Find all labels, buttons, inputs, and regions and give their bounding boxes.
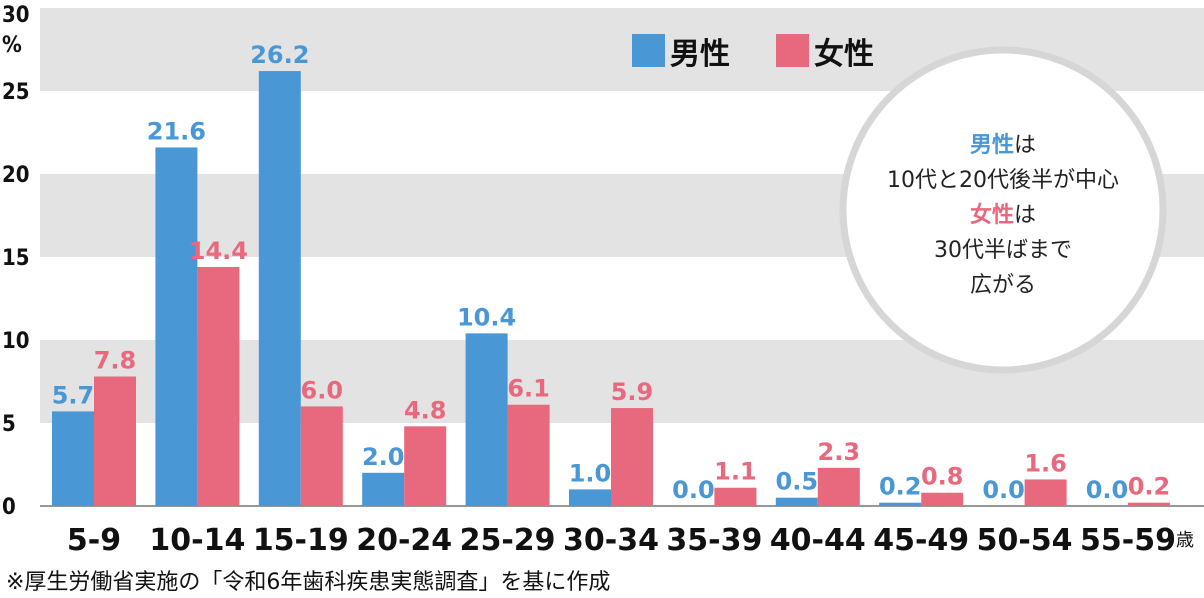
y-tick-label: 15 [2, 246, 30, 271]
y-tick-label: 5 [2, 412, 16, 437]
annotation-female: 女性 [970, 202, 1014, 228]
bar-male [155, 147, 198, 506]
y-unit-label: % [2, 33, 22, 58]
x-tick-label: 50-54 [977, 523, 1073, 558]
annotation-line-2: 10代と20代後半が中心 [887, 168, 1119, 193]
value-label-male: 21.6 [147, 117, 206, 145]
bar-female [197, 266, 240, 506]
bar-female [507, 404, 550, 506]
value-label-male: 0.0 [672, 476, 715, 504]
x-tick-label: 45-49 [873, 523, 969, 558]
annotation-line-5: 広がる [970, 273, 1036, 298]
y-tick-label: 25 [2, 80, 30, 105]
bar-female [404, 426, 447, 506]
bar-male [569, 489, 611, 506]
annotation-line-1-rest: は [1014, 133, 1036, 158]
value-label-female: 0.8 [921, 463, 964, 491]
annotation-line-1: 男性は [970, 133, 1036, 158]
bar-male [775, 497, 818, 506]
bar-female [921, 492, 964, 506]
value-label-female: 6.1 [507, 375, 550, 403]
x-tick-label: 35-39 [666, 523, 762, 558]
value-label-male: 0.0 [982, 476, 1025, 504]
value-label-female: 7.8 [94, 347, 137, 375]
bar-male [258, 71, 301, 506]
y-tick-label: 20 [2, 163, 30, 188]
legend-swatch-male [632, 34, 665, 67]
x-tick-label: 25-29 [460, 523, 556, 558]
x-axis-labels: 5-9 10-14 15-19 20-24 25-29 30-34 35-39 40-44 45… [67, 523, 1176, 558]
x-tick-label: 10-14 [149, 523, 245, 558]
value-label-male: 0.2 [879, 473, 922, 501]
y-tick-label: 0 [2, 495, 16, 520]
x-tick-label: 55-59 [1080, 523, 1176, 558]
value-label-male: 5.7 [52, 381, 95, 409]
value-label-female: 2.3 [818, 438, 861, 466]
annotation-bubble: 男性は 10代と20代後半が中心 女性は 30代半ばまで 広がる [839, 46, 1167, 374]
bar-female [714, 487, 757, 506]
bar-male [52, 411, 94, 506]
legend: 男性 女性 [632, 34, 874, 72]
x-tick-label: 20-24 [356, 523, 452, 558]
value-label-male: 0.5 [776, 468, 819, 496]
value-label-male: 26.2 [250, 41, 309, 69]
bars: 5.7 7.8 21.6 14.4 26.2 6.0 2.0 4.8 10.4 6.1 1.0 5.9… [52, 41, 1171, 506]
legend-label-male: 男性 [670, 37, 730, 72]
x-unit-label: 歳 [1176, 530, 1194, 551]
y-tick-label: 30 [2, 3, 30, 28]
bar-female [611, 408, 653, 506]
y-axis: % 0 5 10 15 20 25 30 [2, 3, 30, 520]
bar-female [1128, 502, 1170, 506]
x-tick-label: 30-34 [563, 523, 659, 558]
value-label-female: 0.2 [1128, 473, 1171, 501]
value-label-male: 0.0 [1086, 476, 1129, 504]
legend-swatch-female [776, 34, 809, 67]
legend-label-female: 女性 [814, 37, 874, 72]
x-tick-label: 15-19 [253, 523, 349, 558]
value-label-female: 4.8 [404, 396, 447, 424]
bar-male [465, 333, 508, 506]
annotation-line-3: 女性は [970, 202, 1036, 228]
value-label-female: 5.9 [611, 378, 654, 406]
annotation-line-4: 30代半ばまで [934, 238, 1072, 263]
x-tick-label: 5-9 [67, 523, 121, 558]
bar-male [362, 472, 405, 506]
bar-female [817, 467, 860, 506]
value-label-male: 10.4 [457, 303, 516, 331]
bar-female [300, 406, 343, 506]
bar-female [94, 376, 136, 506]
bar-female [1024, 479, 1067, 506]
value-label-male: 2.0 [362, 443, 405, 471]
value-label-female: 14.4 [189, 237, 248, 265]
value-label-female: 1.1 [714, 458, 757, 486]
x-tick-label: 40-44 [770, 523, 866, 558]
value-label-female: 6.0 [301, 376, 344, 404]
annotation-male: 男性 [970, 133, 1014, 158]
source-note: ※厚生労働省実施の「令和6年歯科疾患実態調査」を基に作成 [6, 570, 610, 595]
y-tick-label: 10 [2, 329, 30, 354]
bar-male [879, 502, 922, 506]
annotation-line-3-rest: は [1014, 203, 1036, 228]
value-label-male: 1.0 [569, 459, 612, 487]
value-label-female: 1.6 [1024, 449, 1067, 477]
annotation-circle [839, 46, 1167, 374]
